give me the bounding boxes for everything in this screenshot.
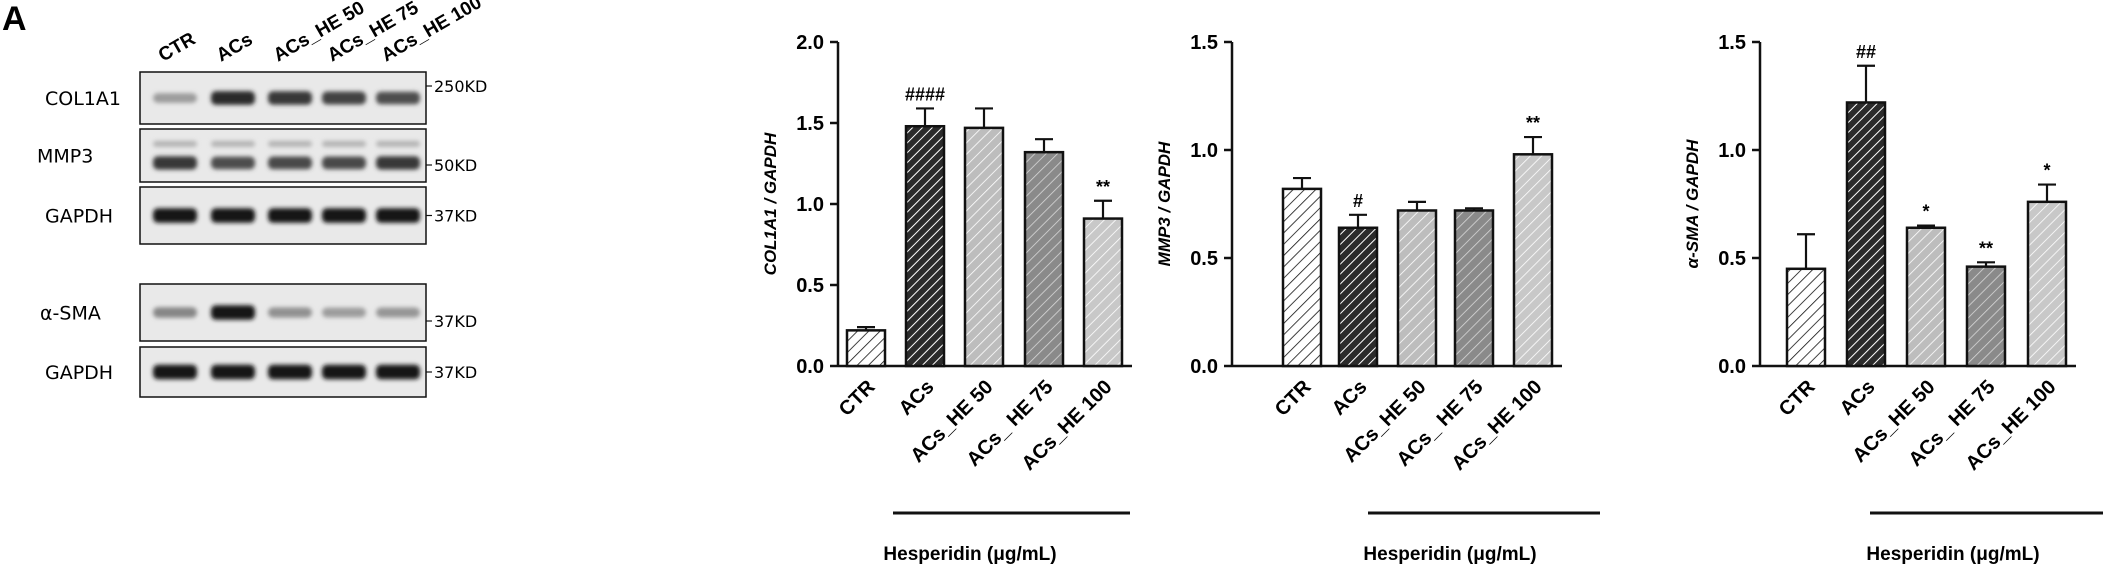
bar: [1965, 265, 2007, 368]
bar: [1512, 153, 1554, 368]
blot-band: [322, 156, 366, 170]
x-axis-label: Hesperidin (μg/mL): [1866, 544, 2039, 565]
bar: [1396, 209, 1438, 368]
molecular-weight-label: 37KD: [434, 363, 477, 382]
blot-band: [268, 91, 312, 105]
y-axis-label: COL1A1 / GAPDH: [761, 132, 780, 275]
blot-band: [376, 364, 420, 380]
y-tick-label: 1.5: [1190, 32, 1218, 54]
y-tick-label: 1.5: [796, 113, 824, 135]
blot-band-faint: [153, 140, 197, 147]
bar-chart: 0.00.51.01.5α-SMA / GAPDHCTR##ACs*ACs_HE…: [1683, 32, 2103, 565]
blot-band: [322, 208, 366, 223]
molecular-weight-label: 37KD: [434, 312, 477, 331]
blot-band: [376, 91, 420, 105]
bar: [1023, 150, 1065, 368]
blot-band: [153, 364, 197, 380]
lane-label: ACs: [213, 29, 256, 66]
blot-label: GAPDH: [45, 362, 113, 384]
bar: [963, 126, 1005, 368]
blot-band: [153, 307, 197, 318]
blot-band: [211, 364, 255, 380]
bar: [845, 329, 887, 368]
bar: [904, 124, 946, 368]
x-axis-label: Hesperidin (μg/mL): [1363, 544, 1536, 565]
lane-label: CTR: [155, 28, 200, 66]
bar: [1337, 226, 1379, 368]
y-tick-label: 0.0: [796, 356, 824, 378]
blot-band: [211, 305, 255, 320]
category-label: ACs: [895, 376, 939, 420]
blot-band: [376, 156, 420, 170]
bar: [1845, 101, 1887, 368]
blot-band: [268, 364, 312, 380]
blot-band: [376, 307, 420, 318]
blot-band: [153, 208, 197, 223]
blot-band: [322, 307, 366, 318]
category-label: CTR: [1271, 376, 1316, 421]
blot-band: [322, 91, 366, 105]
significance-marker: #: [1353, 191, 1363, 211]
significance-marker: *: [2043, 161, 2050, 181]
y-tick-label: 0.0: [1718, 356, 1746, 378]
y-tick-label: 1.5: [1718, 32, 1746, 54]
significance-marker: **: [1526, 113, 1540, 133]
y-tick-label: 0.5: [1190, 248, 1218, 270]
blot-band: [268, 156, 312, 170]
category-label: ACs: [1328, 376, 1372, 420]
bar: [1785, 267, 1827, 368]
molecular-weight-label: 250KD: [434, 77, 487, 96]
blot-band: [268, 208, 312, 223]
molecular-weight-label: 37KD: [434, 207, 477, 226]
blot-band: [268, 307, 312, 318]
blot-band: [211, 91, 255, 105]
blot-band: [376, 208, 420, 223]
y-tick-label: 1.0: [1190, 140, 1218, 162]
blot-band: [211, 156, 255, 170]
y-axis-label: α-SMA / GAPDH: [1683, 139, 1702, 269]
y-tick-label: 1.0: [796, 194, 824, 216]
category-label: CTR: [835, 376, 880, 421]
blot-band-faint: [211, 140, 255, 147]
category-label: CTR: [1775, 376, 1820, 421]
category-label: ACs: [1836, 376, 1880, 420]
blot-label: α-SMA: [40, 303, 101, 325]
blot-label: COL1A1: [45, 88, 121, 110]
y-tick-label: 0.5: [796, 275, 824, 297]
bar-charts: 0.0 0.5 1.0 1.5 2.0 COL1A1 / GAPDH CTR #### ACs A…: [761, 32, 2103, 565]
significance-marker: **: [1979, 238, 1993, 258]
blot-label: GAPDH: [45, 206, 113, 228]
blot-band-faint: [376, 140, 420, 147]
significance-marker: **: [1096, 177, 1110, 197]
bar: [1905, 226, 1947, 368]
molecular-weight-label: 50KD: [434, 156, 477, 175]
significance-marker: ##: [1856, 42, 1876, 62]
bar: [1082, 217, 1124, 368]
y-tick-label: 2.0: [796, 32, 824, 54]
blot-band: [322, 364, 366, 380]
bar: [2026, 200, 2068, 368]
panel-label: A: [2, 0, 27, 38]
x-axis-label: Hesperidin (μg/mL): [883, 544, 1056, 565]
bar: [1453, 209, 1495, 368]
blot-band: [211, 208, 255, 223]
significance-marker: ####: [905, 84, 945, 104]
y-tick-label: 0.0: [1190, 356, 1218, 378]
blot-band-faint: [322, 140, 366, 147]
y-tick-label: 0.5: [1718, 248, 1746, 270]
significance-marker: *: [1922, 202, 1929, 222]
blot-frame: [139, 128, 427, 183]
y-axis-label: MMP3 / GAPDH: [1155, 141, 1174, 266]
y-tick-label: 1.0: [1718, 140, 1746, 162]
blot-band: [153, 156, 197, 170]
blot-label: MMP3: [37, 146, 93, 168]
blot-band-faint: [268, 140, 312, 147]
bar: [1281, 187, 1323, 368]
blot-band: [153, 93, 197, 103]
